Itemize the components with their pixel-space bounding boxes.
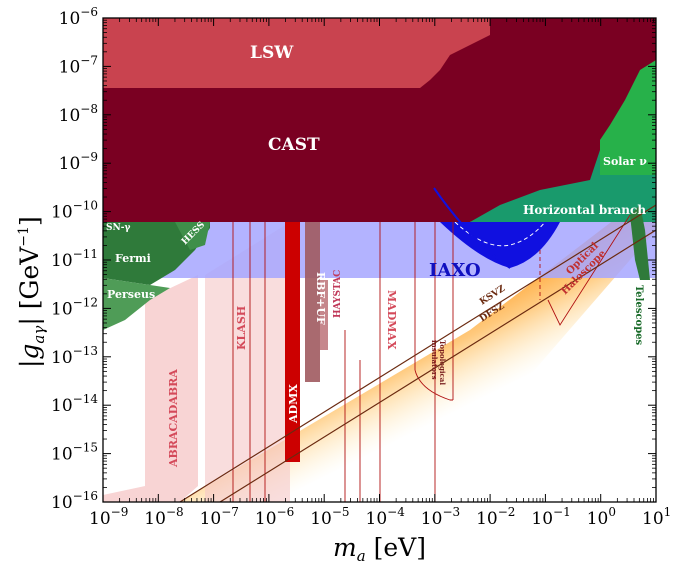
- y-tick-label: 10−7: [59, 53, 98, 77]
- x-tick-label: 10−5: [310, 505, 349, 529]
- topo-label-2: insulators: [430, 340, 439, 380]
- ksvz-label: KSVZ: [478, 284, 507, 308]
- perseus-region: [103, 278, 170, 330]
- admx-region: [285, 222, 300, 462]
- y-tick-label: 10−9: [59, 150, 98, 174]
- lsw-label: LSW: [250, 43, 294, 63]
- telescopes-region: [630, 205, 650, 280]
- admx-label: ADMX: [287, 384, 300, 424]
- x-tick-label: 100: [587, 505, 616, 529]
- solar-label: Solar ν: [603, 155, 647, 168]
- telescopes-label: Telescopes: [633, 285, 644, 346]
- y-axis-title: |gaγ| [GeV−1]: [15, 216, 48, 368]
- y-axis-ticks: 10−16 10−15 10−14 10−13 10−12 10−11 10−10 10−9 1…: [51, 5, 656, 513]
- x-axis-ticks: 10−9 10−8 10−7 10−6 10−5 10−4 10−3 10−2 10−1 100 1…: [89, 18, 671, 529]
- y-tick-label: 10−11: [51, 247, 98, 271]
- y-tick-label: 10−10: [51, 199, 98, 223]
- hb-label: Horizontal branch: [523, 203, 646, 217]
- topo-label-1: Topological: [438, 340, 447, 385]
- klash-label: KLASH: [235, 306, 248, 350]
- y-tick-label: 10−14: [51, 392, 98, 416]
- fermi-label: Fermi: [115, 252, 151, 265]
- abracadabra-label: ABRACADABRA: [167, 369, 180, 468]
- sn-label: SN-γ: [106, 223, 130, 233]
- x-tick-label: 10−9: [89, 505, 128, 529]
- experiment-outlines: [232, 214, 631, 502]
- x-tick-label: 10−6: [255, 505, 294, 529]
- madmax-label: MADMAX: [385, 290, 398, 350]
- solar-region: [600, 60, 656, 175]
- y-tick-label: 10−13: [51, 344, 98, 368]
- y-tick-label: 10−6: [59, 5, 98, 29]
- ksvz-line: [178, 204, 656, 502]
- x-tick-label: 10−2: [476, 505, 515, 529]
- fermi-region: [103, 222, 210, 285]
- y-tick-label: 10−16: [51, 489, 98, 513]
- y-tick-label: 10−12: [51, 295, 98, 319]
- perseus-label: Perseus: [107, 288, 155, 301]
- rbf-region-2: [320, 280, 328, 350]
- y-tick-label: 10−15: [51, 441, 98, 465]
- hess-region: [175, 222, 210, 250]
- klash-region: [205, 222, 290, 502]
- x-tick-label: 10−8: [144, 505, 183, 529]
- lsw-region: [103, 18, 490, 88]
- cast-label: CAST: [268, 135, 320, 155]
- x-tick-label: 10−4: [366, 505, 406, 529]
- dfsz-line: [218, 229, 656, 502]
- x-tick-label: 101: [642, 505, 671, 529]
- haystac-label: HAYSTAC: [333, 270, 343, 318]
- x-axis-title: ma [eV]: [333, 533, 426, 563]
- x-tick-label: 10−3: [421, 505, 460, 529]
- iaxo-label: IAXO: [429, 260, 481, 281]
- x-tick-label: 10−1: [531, 505, 570, 529]
- x-tick-label: 10−7: [200, 505, 239, 529]
- y-tick-label: 10−8: [59, 102, 98, 126]
- abracadabra-region: [103, 275, 198, 502]
- rbf-region: [305, 222, 320, 382]
- iaxo-line: [433, 187, 511, 269]
- rbf-label: RBF+UF: [314, 272, 327, 325]
